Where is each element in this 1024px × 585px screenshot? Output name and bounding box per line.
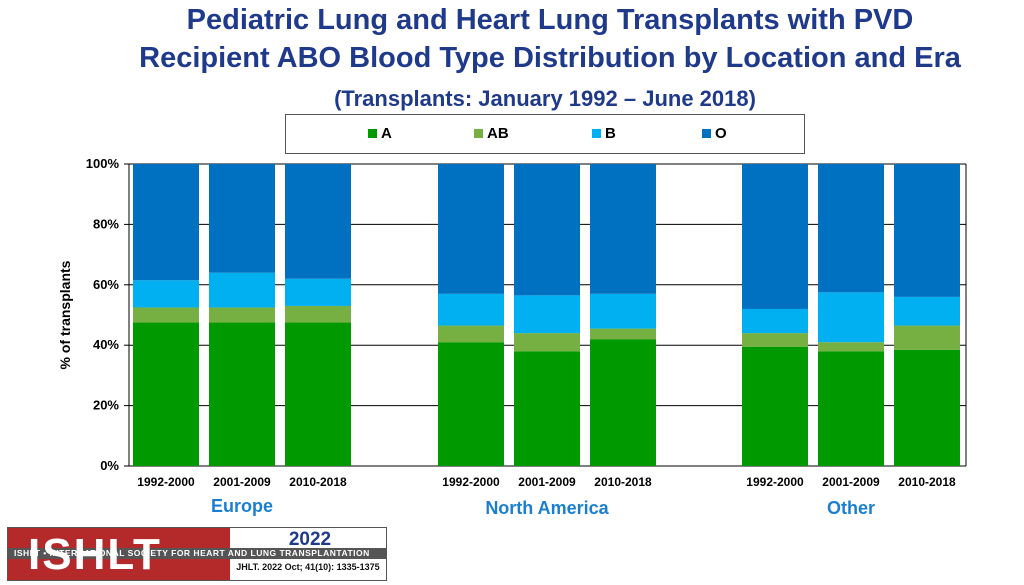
- bar-segment-ab: [590, 328, 656, 340]
- logo-year: 2022: [288, 529, 332, 550]
- chart-subtitle: (Transplants: January 1992 – June 2018): [334, 86, 756, 111]
- bar-segment-a: [285, 322, 351, 466]
- bar-segment-a: [209, 322, 275, 466]
- bar-segment-ab: [133, 307, 199, 323]
- bar-segment-ab: [818, 342, 884, 352]
- y-tick-label: 80%: [93, 216, 119, 231]
- legend-swatch: [474, 129, 483, 138]
- bar-segment-o: [438, 164, 504, 294]
- region-label: Europe: [210, 496, 273, 516]
- bar-segment-ab: [514, 333, 580, 352]
- chart-title-line1: Pediatric Lung and Heart Lung Transplant…: [186, 4, 914, 36]
- legend-swatch: [592, 129, 601, 138]
- legend-item: A: [368, 125, 392, 142]
- bar-segment-ab: [209, 307, 275, 323]
- legend-label: AB: [487, 125, 509, 142]
- stacked-bar-chart: 0% 20% 40% 60% 80% 100% % of transplants 1992-2…: [57, 156, 967, 489]
- legend-swatch: [368, 129, 377, 138]
- bar-segment-o: [133, 164, 199, 281]
- y-tick-label: 60%: [93, 277, 119, 292]
- x-tick-label: 2010-2018: [289, 475, 347, 489]
- legend-item: O: [702, 125, 727, 142]
- y-tick-label: 0%: [100, 458, 119, 473]
- bar-segment-o: [894, 164, 960, 297]
- bar-segment-a: [514, 351, 580, 466]
- logo-band: [8, 548, 386, 559]
- bar-segment-b: [818, 292, 884, 343]
- legend-label: B: [605, 125, 616, 142]
- legend-item: AB: [474, 125, 509, 142]
- y-axis-label: % of transplants: [57, 260, 73, 369]
- chart-legend: A AB B O: [285, 114, 805, 154]
- bar-segment-b: [133, 280, 199, 308]
- bar-segment-b: [742, 308, 808, 334]
- bar-segment-ab: [742, 333, 808, 347]
- bar-segment-o: [514, 164, 580, 296]
- logo-text: ISHLT: [28, 530, 162, 579]
- bar-segment-ab: [438, 325, 504, 343]
- x-tick-label: 1992-2000: [746, 475, 804, 489]
- bar-segment-a: [438, 342, 504, 466]
- x-tick-label: 1992-2000: [137, 475, 195, 489]
- bar-segment-b: [894, 296, 960, 326]
- x-tick-label: 2001-2009: [213, 475, 271, 489]
- citation: JHLT. 2022 Oct; 41(10): 1335-1375: [236, 562, 380, 572]
- y-tick-label: 100%: [86, 156, 120, 171]
- bar-segment-b: [438, 293, 504, 326]
- bar-segment-ab: [894, 325, 960, 350]
- bar-segment-a: [590, 339, 656, 466]
- bar-segment-a: [742, 346, 808, 466]
- legend-swatch: [702, 129, 711, 138]
- bar-segment-a: [818, 351, 884, 466]
- x-tick-label: 2001-2009: [518, 475, 576, 489]
- bar-segment-ab: [285, 305, 351, 323]
- bar-segment-b: [590, 293, 656, 329]
- x-tick-label: 2001-2009: [822, 475, 880, 489]
- logo-band-text: ISHLT • INTERNATIONAL SOCIETY FOR HEART …: [14, 548, 370, 558]
- x-tick-label: 2010-2018: [594, 475, 652, 489]
- y-tick-label: 40%: [93, 337, 119, 352]
- y-tick-label: 20%: [93, 398, 119, 413]
- bar-segment-o: [209, 164, 275, 273]
- bar-segment-b: [285, 278, 351, 306]
- legend-label: A: [381, 125, 392, 142]
- bar-segment-o: [285, 164, 351, 279]
- bar-segment-b: [209, 272, 275, 308]
- legend-label: O: [715, 125, 727, 142]
- region-label: North America: [485, 498, 609, 518]
- ishlt-logo: ISHLT ISHLT • INTERNATIONAL SOCIETY FOR …: [7, 527, 387, 581]
- x-tick-label: 2010-2018: [898, 475, 956, 489]
- bar-segment-a: [133, 322, 199, 466]
- bar-segment-o: [818, 164, 884, 293]
- bar-segment-a: [894, 349, 960, 466]
- legend-item: B: [592, 125, 616, 142]
- bar-segment-b: [514, 295, 580, 334]
- bar-segment-o: [742, 164, 808, 309]
- region-label: Other: [826, 498, 875, 518]
- bar-segment-o: [590, 164, 656, 294]
- x-tick-label: 1992-2000: [442, 475, 500, 489]
- chart-title-line2: Recipient ABO Blood Type Distribution by…: [139, 42, 961, 74]
